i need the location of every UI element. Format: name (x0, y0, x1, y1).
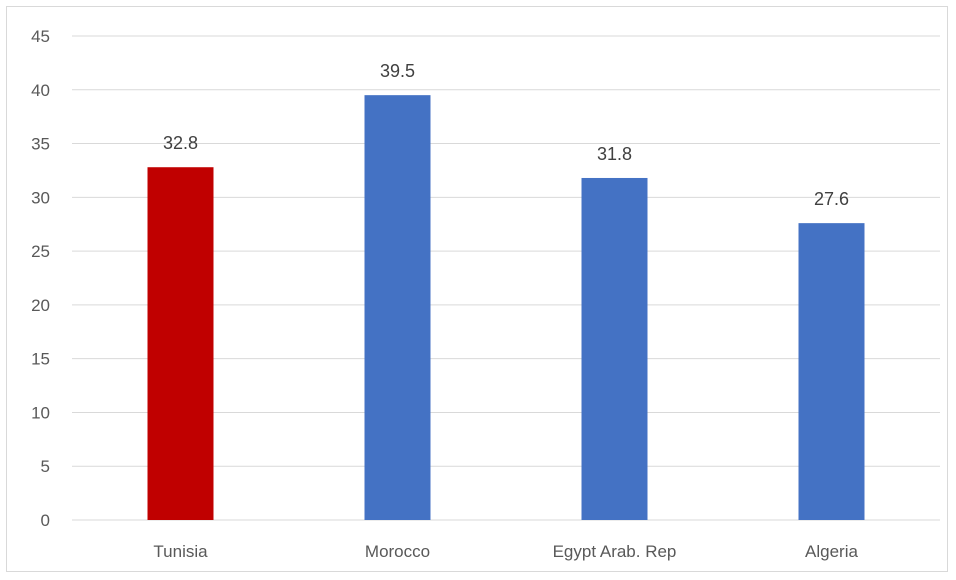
data-label: 27.6 (814, 189, 849, 209)
bar (147, 167, 214, 520)
x-category-label: Morocco (365, 542, 430, 561)
y-axis-ticks: 0 5 10 15 20 25 30 35 40 45 (31, 27, 50, 530)
bars (147, 95, 865, 521)
x-category-label: Algeria (805, 542, 858, 561)
gridlines (72, 35, 940, 521)
data-label: 39.5 (380, 61, 415, 81)
y-tick-label: 5 (41, 457, 50, 476)
bar (364, 95, 431, 521)
data-label: 31.8 (597, 144, 632, 164)
data-labels: 32.8 39.5 31.8 27.6 (163, 61, 849, 209)
y-tick-label: 45 (31, 27, 50, 46)
data-label: 32.8 (163, 133, 198, 153)
bar (581, 177, 648, 520)
y-tick-label: 25 (31, 242, 50, 261)
x-category-label: Egypt Arab. Rep (553, 542, 677, 561)
x-axis-categories: Tunisia Morocco Egypt Arab. Rep Algeria (153, 542, 858, 561)
y-tick-label: 0 (41, 511, 50, 530)
bar (798, 223, 865, 520)
y-tick-label: 15 (31, 350, 50, 369)
x-category-label: Tunisia (153, 542, 208, 561)
y-tick-label: 10 (31, 403, 50, 422)
y-tick-label: 30 (31, 188, 50, 207)
y-tick-label: 20 (31, 296, 50, 315)
y-tick-label: 40 (31, 81, 50, 100)
y-tick-label: 35 (31, 135, 50, 154)
